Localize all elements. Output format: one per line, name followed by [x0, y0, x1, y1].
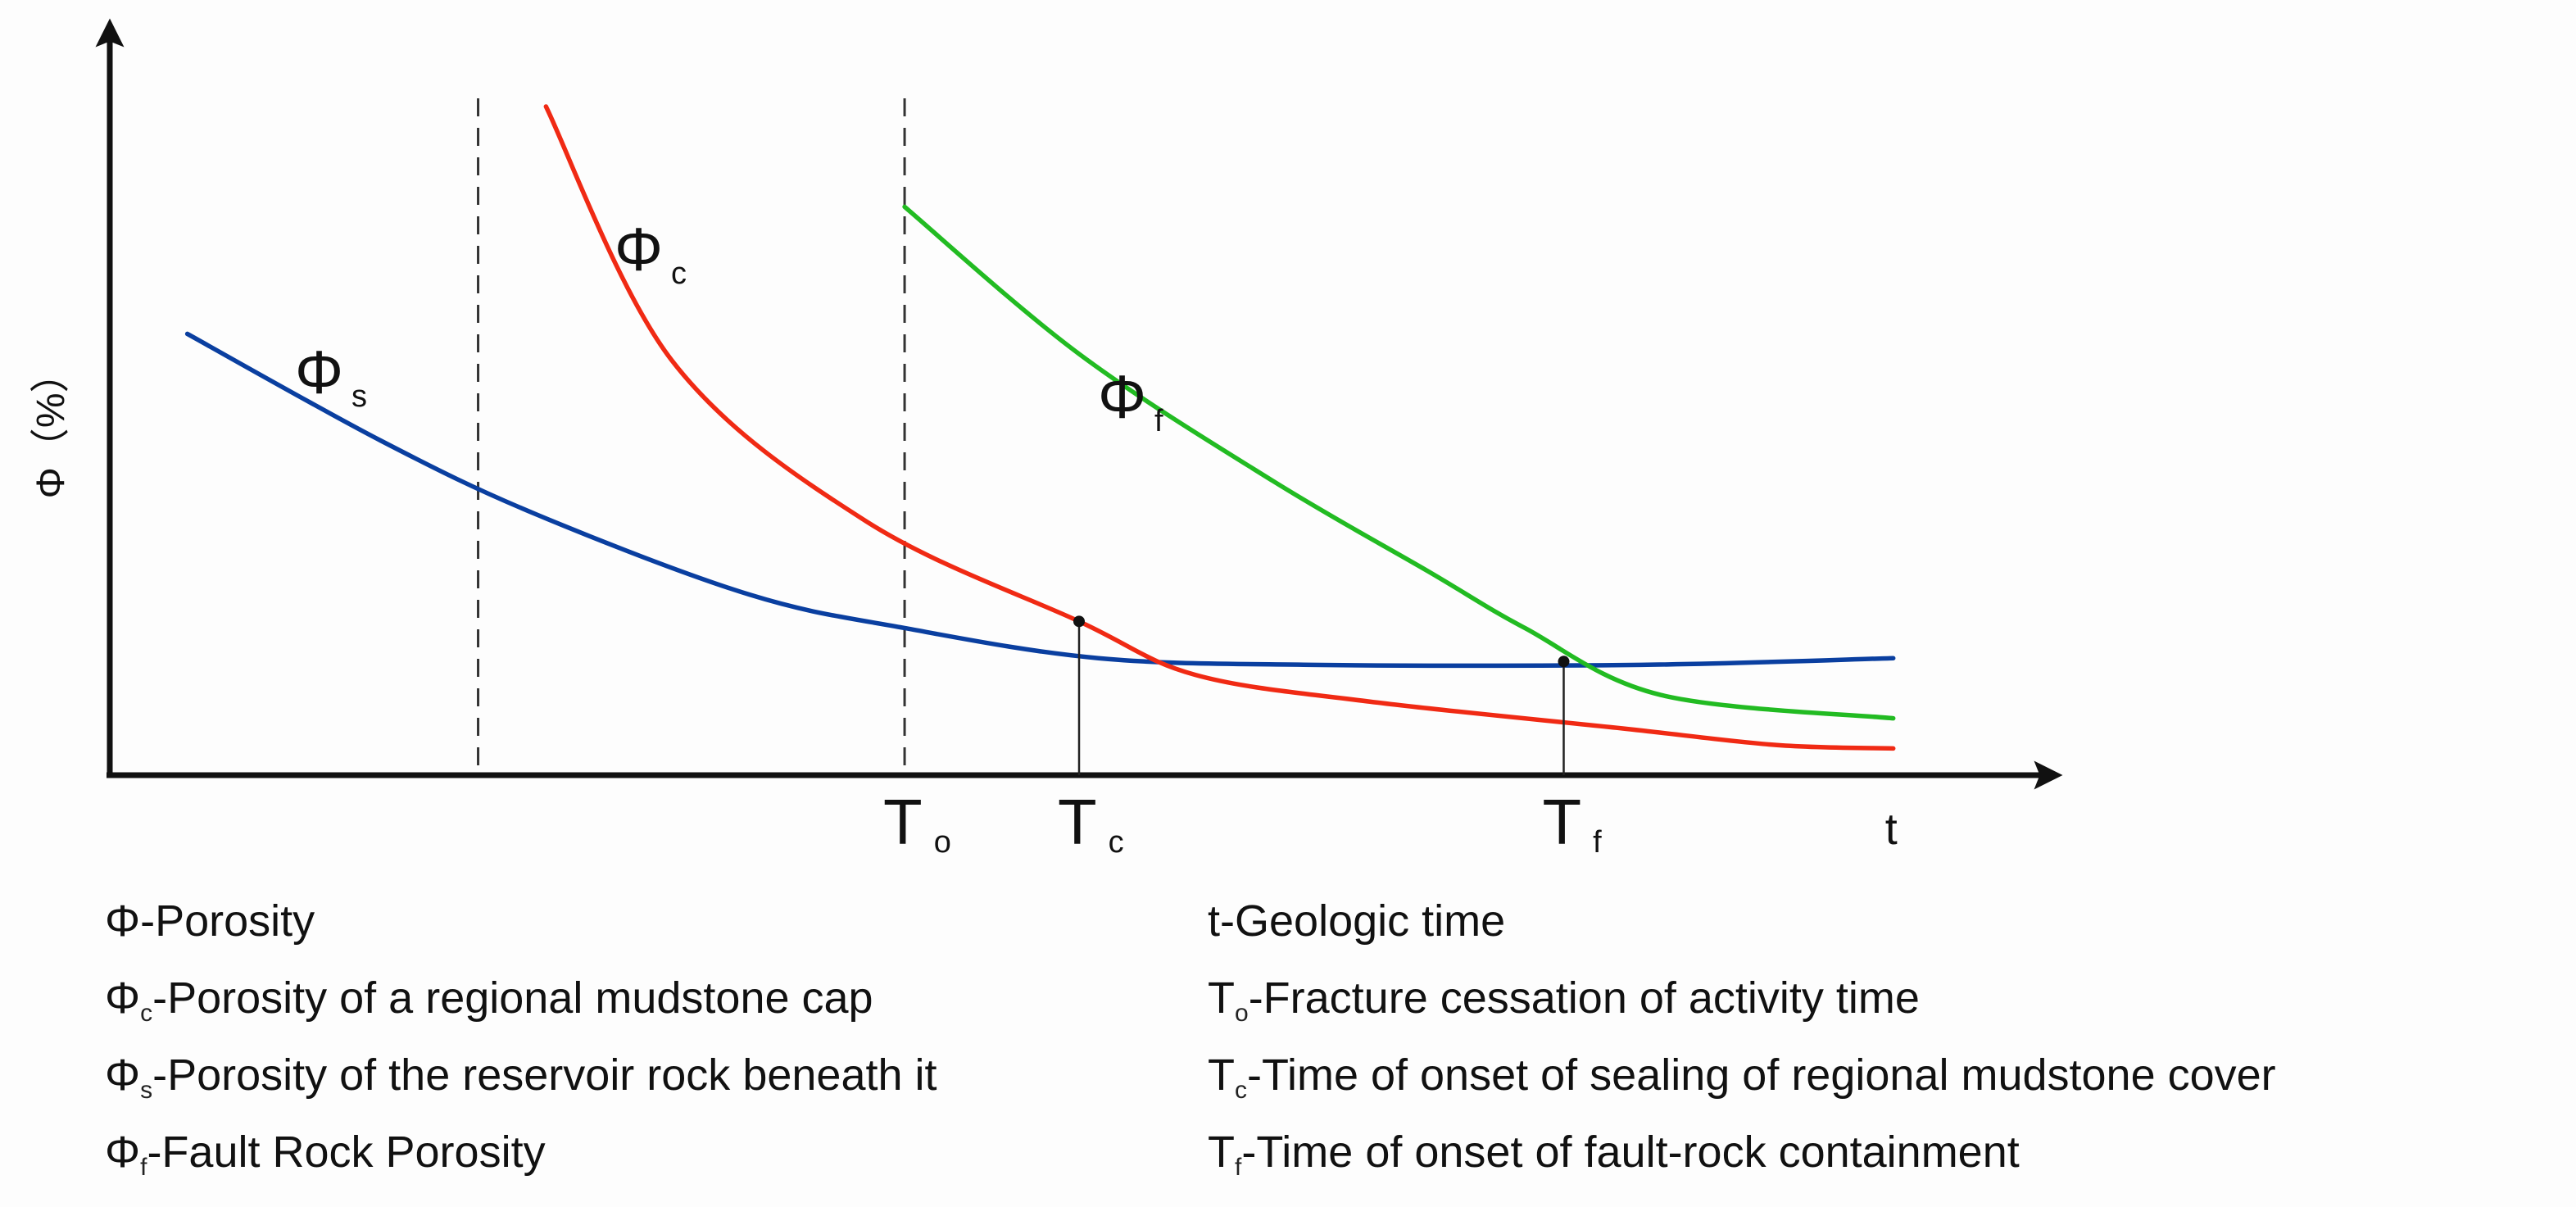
legend-subscript: c: [1235, 1077, 1247, 1104]
legend-symbol: T: [1208, 1128, 1235, 1177]
legend-text: -Porosity: [140, 896, 315, 946]
legend-symbol: Φ: [105, 973, 141, 1023]
legend-text: -Fracture cessation of activity time: [1248, 973, 1920, 1023]
curve-Φf: [902, 204, 1896, 721]
legend-text: -Geologic time: [1220, 896, 1506, 946]
curve-Φs: [184, 331, 1896, 669]
legend-text: -Fault Rock Porosity: [147, 1128, 546, 1177]
legend-symbol: Φ: [105, 1128, 141, 1177]
legend-symbol: Φ: [105, 896, 141, 946]
curve-Φc: [543, 104, 1896, 751]
porosity-curves: [184, 104, 1896, 751]
legend-symbol: T: [1208, 973, 1235, 1023]
legend-item: To-Fracture cessation of activity time: [1208, 976, 1920, 1026]
legend-item: Φc-Porosity of a regional mudstone cap: [105, 976, 873, 1026]
legend-subscript: f: [140, 1154, 147, 1181]
legend-subscript: c: [140, 1000, 153, 1027]
legend-symbol: t: [1208, 896, 1221, 946]
legend-symbol: Φ: [105, 1050, 141, 1100]
legend-item: Φf-Fault Rock Porosity: [105, 1130, 546, 1180]
intersection-dot-Tc: [1073, 615, 1085, 628]
intersection-markers: [1073, 615, 1570, 775]
legend-text: -Porosity of the reservoir rock beneath …: [152, 1050, 937, 1100]
legend-item: Tc-Time of onset of sealing of regional …: [1208, 1053, 2276, 1103]
legend-item: Tf-Time of onset of fault-rock containme…: [1208, 1130, 2020, 1180]
legend-item: t-Geologic time: [1208, 899, 1505, 943]
legend-item: Φs-Porosity of the reservoir rock beneat…: [105, 1053, 937, 1103]
legend-text: -Time of onset of sealing of regional mu…: [1247, 1050, 2276, 1100]
legend-subscript: f: [1235, 1154, 1242, 1181]
legend-subscript: s: [140, 1077, 153, 1104]
dashed-reference-lines: [477, 98, 906, 775]
legend-item: Φ-Porosity: [105, 899, 315, 943]
intersection-dot-Tf: [1558, 656, 1570, 668]
legend-text: -Porosity of a regional mudstone cap: [152, 973, 873, 1023]
legend-text: -Time of onset of fault-rock containment: [1241, 1128, 2020, 1177]
y-axis-label: Φ（%）: [29, 354, 73, 499]
x-tick-label-t: t: [1885, 805, 1898, 854]
legend-subscript: o: [1235, 1000, 1249, 1027]
legend-symbol: T: [1208, 1050, 1235, 1100]
